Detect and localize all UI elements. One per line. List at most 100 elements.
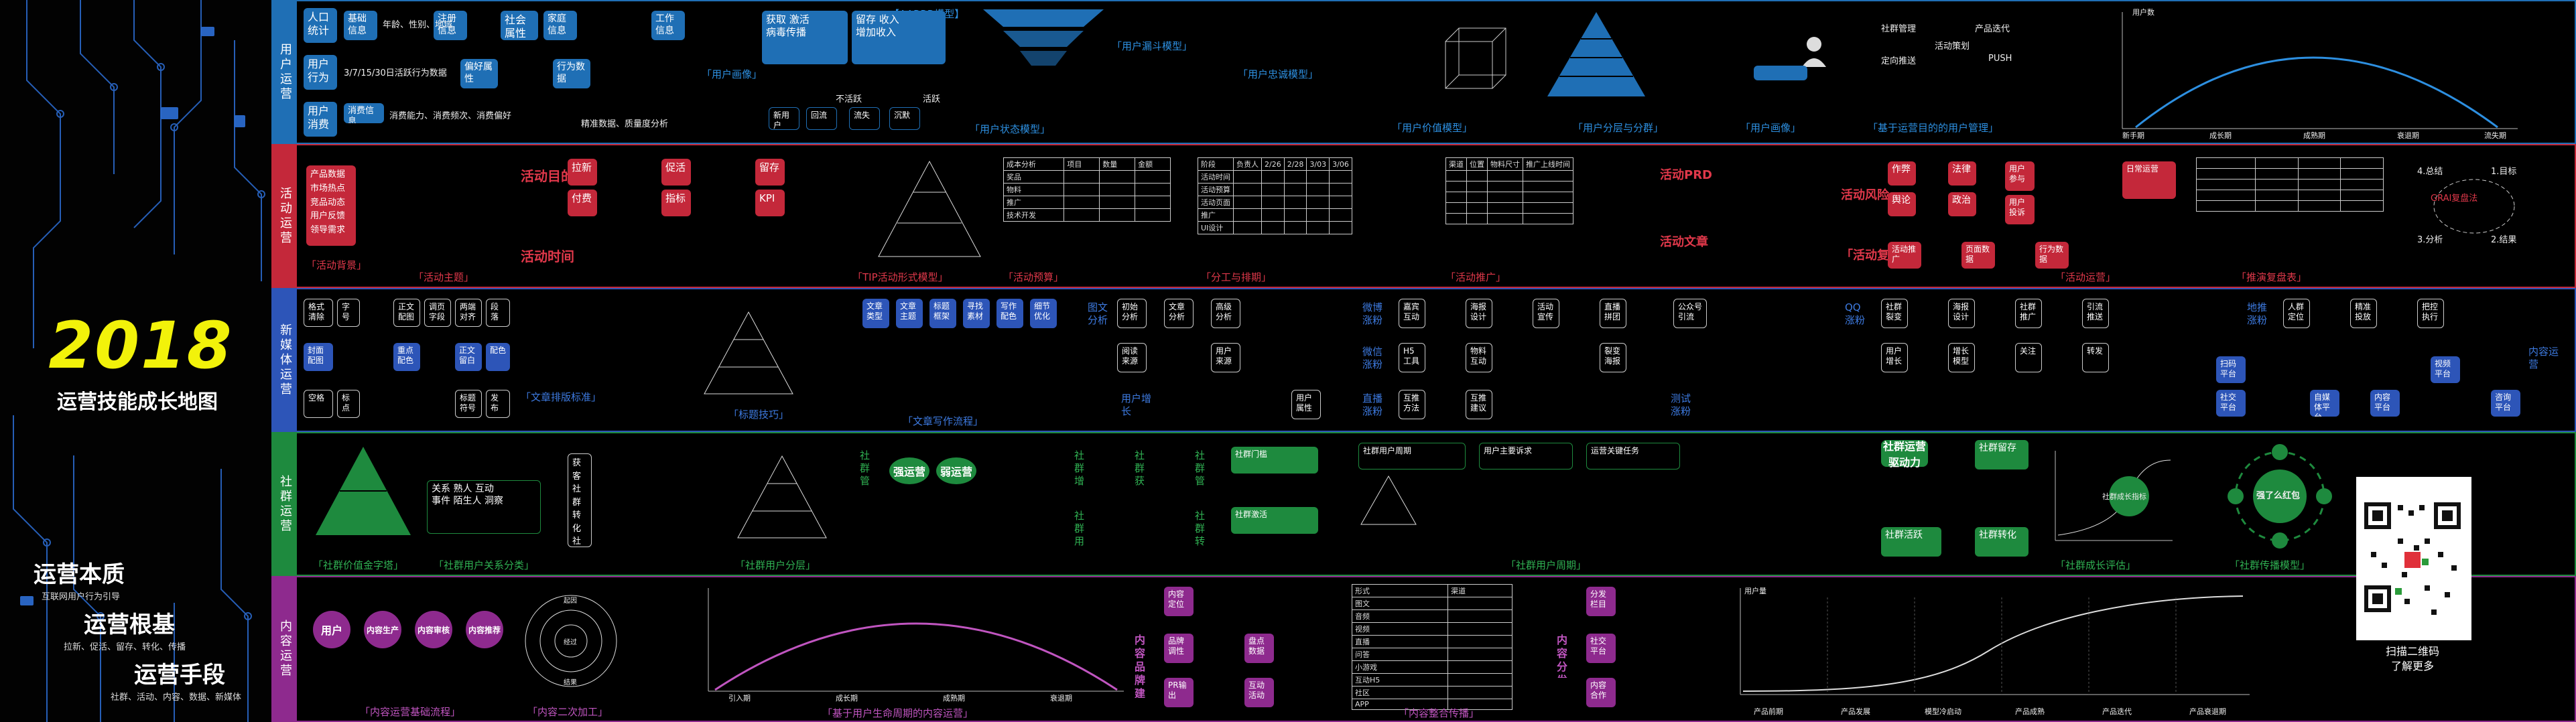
table-cell: 问答	[1351, 648, 1449, 661]
table-cell	[2340, 157, 2384, 169]
table-row: 奖品	[1003, 170, 1171, 184]
caption-lifecycle: 「基于运营目的的用户管理」	[1868, 122, 1999, 134]
inner-title: 内容运营	[2528, 346, 2559, 370]
table-cell	[1099, 196, 1136, 209]
table-cell	[1447, 597, 1512, 610]
table-row: 推广	[1003, 196, 1171, 209]
table-cell: 负责人	[1233, 157, 1262, 171]
map-title: 运营技能成长地图	[57, 390, 218, 414]
qq-push: 引流推送	[2082, 299, 2109, 328]
score-chart	[2055, 451, 2173, 541]
plan-theme: 文章主题	[896, 299, 923, 328]
grai-loop	[2433, 179, 2515, 234]
caption-circle: 「内容二次加工」	[527, 706, 608, 718]
table-cell	[1099, 183, 1136, 196]
table-cell	[1329, 196, 1352, 209]
table-row	[1445, 170, 1573, 182]
caption-ops: 「活动运营」	[2055, 271, 2116, 283]
goal-pay: 付费	[568, 190, 597, 216]
brand-position: 内容定位	[1164, 587, 1194, 616]
brand-interact: 互动活动	[1244, 678, 1274, 707]
table-cell: UI设计	[1198, 221, 1234, 234]
diy-model: 增长模型	[1948, 343, 1975, 372]
qr-line2: 了解更多	[2390, 659, 2434, 672]
table-cell	[1306, 221, 1330, 234]
row-consumption: 用户消费	[304, 102, 337, 137]
means-title: 运营手段	[134, 662, 225, 689]
brand-data: 盘点数据	[1244, 634, 1274, 663]
dist-social: 社交平台	[1586, 634, 1616, 663]
spread-ring	[2228, 444, 2332, 549]
note-demographic: 年龄、性别、地域	[383, 20, 453, 30]
brand-pr: PR输出	[1164, 678, 1194, 707]
table-cell	[2297, 157, 2341, 169]
tag-threshold: 社群门槛	[1231, 447, 1318, 474]
tag-preference: 偏好属性	[460, 59, 498, 88]
table-cell	[1233, 221, 1262, 234]
direct-advice: 互推建议	[1466, 390, 1492, 419]
tier-pyramid	[1547, 12, 1645, 96]
weibo-live: 直播拼团	[1600, 299, 1626, 328]
table-cell	[1064, 183, 1100, 196]
table-cell	[2255, 179, 2299, 190]
inner-content: 内容平台	[2370, 390, 2400, 417]
table-cell: 活动页面	[1198, 196, 1234, 209]
band-media-content: 格式清除 字号 正文配图 调页字段 两端对齐 段落 封面配图 重点配色 正文留白…	[300, 289, 2575, 431]
table-row: 图文	[1351, 597, 1512, 610]
band-content-label: 内容运营	[273, 577, 297, 721]
graphic-advanced: 高级分析	[1211, 299, 1240, 328]
aarrr-revenue: 收入	[879, 13, 899, 25]
caption-flow-content: 「内容运营基础流程」	[360, 706, 461, 718]
table-cell	[1064, 208, 1100, 222]
table-row: 形式 渠道	[1351, 584, 1512, 597]
goal-new: 拉新	[568, 159, 597, 186]
axis-p6: 产品衰退期	[2189, 707, 2226, 716]
cover-palette: 配色	[486, 343, 510, 371]
grai-result: 2.结果	[2491, 235, 2517, 245]
score-convert: 社群转化	[1975, 527, 2028, 557]
value-list: 获客社群转化社群会员课程社群	[568, 453, 592, 547]
table-cell	[1064, 170, 1100, 184]
circle-process: 经过	[564, 639, 577, 646]
caption-plan: 「分工与排期」	[1201, 271, 1272, 283]
promo-table: 渠道 位置 物料尺寸 推广上线时间	[1445, 157, 1573, 224]
axis-p3: 模型冷启动	[1925, 707, 1961, 716]
qr-code[interactable]	[2356, 477, 2471, 640]
table-cell: 金额	[1135, 157, 1171, 171]
risk-law: 法律	[1948, 161, 1976, 186]
review-page: 页面数据	[1961, 242, 1995, 269]
table-row: 技术开发	[1003, 208, 1171, 222]
wechat-title: 微信涨粉	[1362, 346, 1383, 370]
weibo-title: 微博涨粉	[1362, 301, 1383, 326]
table-cell	[1487, 213, 1523, 224]
diy-growth: 用户增长	[1881, 343, 1908, 372]
caption-struct: 「社群用户分层」	[735, 559, 816, 571]
table-cell	[1306, 170, 1330, 184]
table-cell: 阶段	[1198, 157, 1234, 171]
caption-relation: 「社群用户关系分类」	[434, 559, 535, 571]
table-cell	[2195, 190, 2256, 201]
tag-convert: 社群转化	[1195, 510, 1206, 547]
table-cell: 活动预算	[1198, 183, 1234, 196]
inner-social: 社交平台	[2216, 390, 2246, 417]
axis-grow: 成长期	[2209, 131, 2232, 140]
goal-active: 促活	[661, 159, 691, 186]
search-title: 地推涨粉	[2247, 301, 2268, 326]
caption-ring: 「社群传播模型」	[2230, 559, 2311, 571]
caption-title: 「标题技巧」	[728, 409, 789, 421]
tip-pyramid	[878, 160, 981, 257]
graphic-article: 文章分析	[1164, 299, 1194, 328]
caption-layout: 「文章排版标准」	[521, 391, 602, 403]
diy-follow: 关注	[2015, 343, 2042, 372]
table-cell	[1233, 196, 1262, 209]
format-size: 字号	[337, 299, 360, 327]
tag-mgmt: 社群管理	[1195, 449, 1206, 487]
flow-review: 内容审核	[415, 611, 452, 648]
table-cell: 直播	[1351, 635, 1449, 648]
axis-decline: 衰退期	[2397, 131, 2419, 140]
result-table	[2195, 157, 2384, 212]
table-cell	[2297, 200, 2341, 212]
doc-title: 活动文章	[1660, 235, 1708, 249]
brand-title: 内容品牌建设	[1135, 634, 1146, 698]
table-cell: 图文	[1351, 597, 1449, 610]
